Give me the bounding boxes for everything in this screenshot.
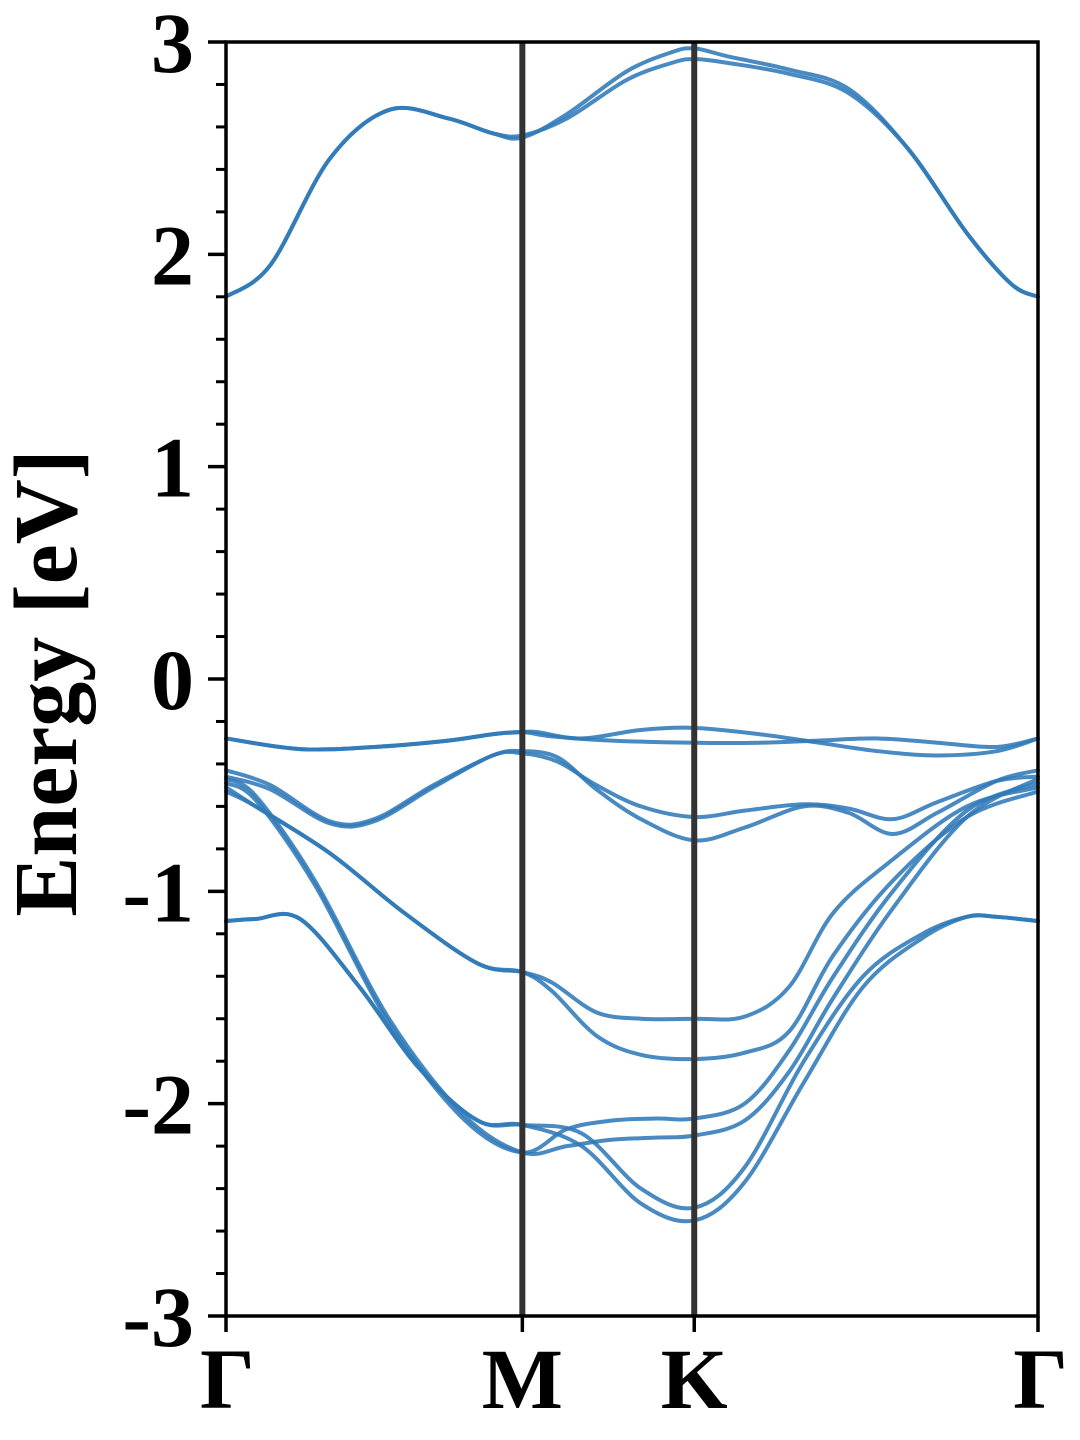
y-tick-label: 3 — [151, 0, 194, 91]
x-tick-label: Γ — [1013, 1331, 1068, 1427]
y-tick-label: 1 — [151, 420, 194, 516]
plot-frame — [224, 40, 1040, 1318]
y-tick-label: -1 — [122, 844, 194, 940]
x-tick-label: M — [482, 1331, 563, 1427]
band-line-9 — [224, 911, 1040, 1211]
y-tick-label: 0 — [151, 632, 194, 728]
band-line-6 — [224, 749, 1040, 829]
y-tick-label: -2 — [122, 1057, 194, 1153]
band-line-4 — [224, 730, 1040, 752]
x-tick-label: Γ — [200, 1331, 255, 1427]
bands-layer — [224, 46, 1040, 1224]
band-line-12 — [224, 781, 1040, 1155]
band-line-2 — [224, 56, 1040, 299]
y-axis-label: Energy [eV] — [0, 449, 96, 916]
y-tick-label: 2 — [151, 207, 194, 303]
tick-labels: -3 -2 -1 0 1 2 3 Γ M K Γ — [122, 0, 1068, 1427]
band-line-8 — [224, 789, 1040, 1062]
x-tick-label: K — [661, 1331, 728, 1427]
band-line-1 — [224, 46, 1040, 299]
symmetry-lines — [519, 42, 698, 1316]
band-line-7 — [224, 785, 1040, 1022]
axis-ticks — [208, 40, 1040, 1332]
y-tick-label: -3 — [122, 1269, 194, 1365]
band-line-11 — [224, 776, 1040, 1157]
band-line-10 — [224, 911, 1040, 1224]
